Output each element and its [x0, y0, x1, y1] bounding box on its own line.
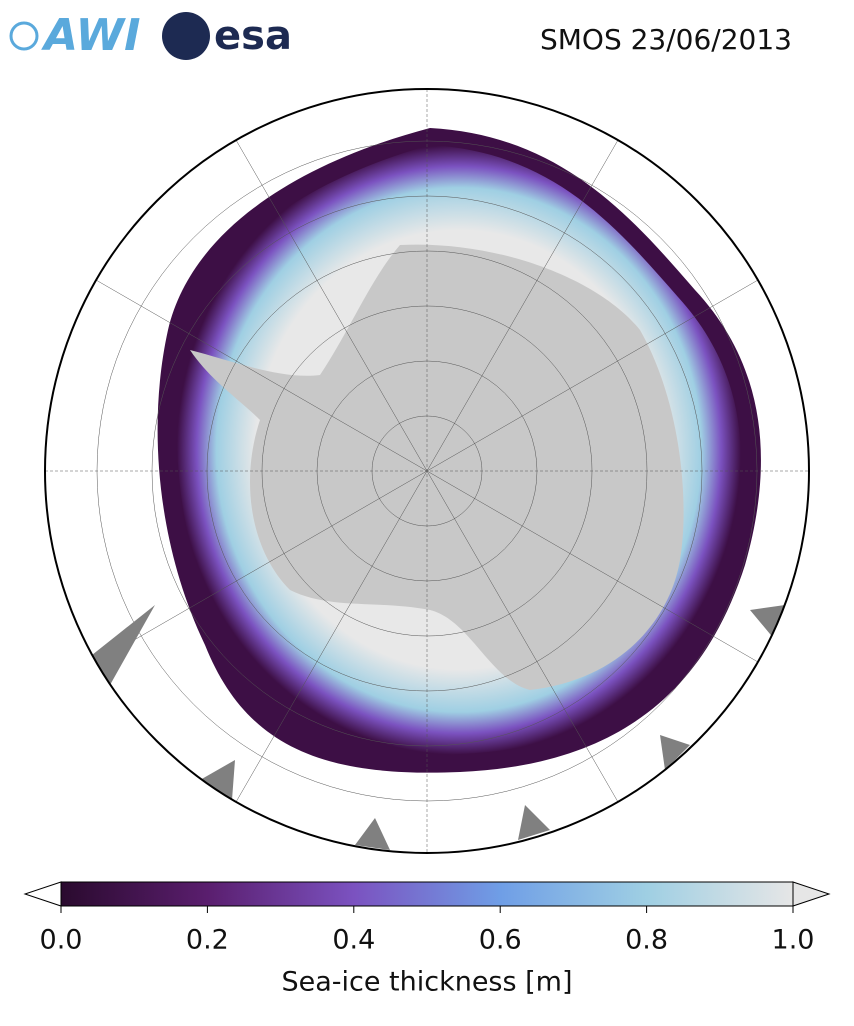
- colorbar-tick-label: 1.0: [772, 925, 815, 956]
- logos: AWI esa: [9, 10, 292, 61]
- colorbar-tick-label: 0.6: [479, 925, 522, 956]
- colorbar-tick-label: 0.4: [332, 925, 375, 956]
- map-frame: [44, 88, 810, 854]
- colorbar-label: Sea-ice thickness [m]: [281, 967, 572, 998]
- colorbar-extend-high: [792, 881, 831, 907]
- map: [45, 89, 809, 853]
- colorbar-tick-label: 0.0: [40, 925, 83, 956]
- colorbar: [23, 881, 831, 907]
- awi-logo: AWI: [41, 10, 141, 61]
- esa-logo: esa: [214, 13, 292, 59]
- colorbar-tick-label: 0.2: [186, 925, 229, 956]
- colorbar-tick-label: 0.8: [625, 925, 668, 956]
- awi-icon: [9, 21, 39, 51]
- title: SMOS 23/06/2013: [540, 23, 792, 56]
- esa-icon: [162, 12, 210, 60]
- colorbar-extend-low: [23, 881, 62, 907]
- colorbar-ramp: [60, 881, 794, 907]
